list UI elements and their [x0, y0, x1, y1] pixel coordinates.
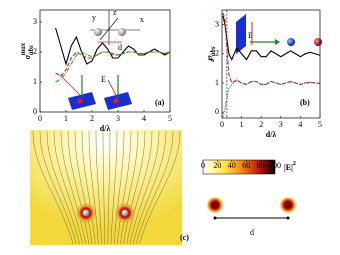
colorbar-tick-label: 40 [228, 161, 236, 170]
field-line [123, 130, 146, 245]
y-axis-label: ℘abs [205, 46, 217, 63]
colorbar-tick-label: 80 [257, 161, 265, 170]
particle [284, 201, 292, 209]
colorbar-label-text: |E| [284, 163, 293, 172]
endpoint [213, 216, 217, 220]
y-axis-label-main: ℘ [205, 55, 214, 63]
x-tick-label: 2 [259, 120, 263, 129]
field-line [117, 130, 132, 245]
panel-label: (b) [300, 98, 310, 107]
x-tick-label: 0 [220, 120, 224, 129]
data-line [222, 79, 321, 117]
annotation: E [101, 75, 106, 84]
field-line [88, 130, 99, 245]
x-tick-label: 4 [142, 114, 146, 123]
field-line [95, 130, 102, 245]
data-line [55, 51, 171, 77]
annotation: d [118, 43, 122, 52]
colorbar-label: |E|2 [284, 161, 296, 171]
x-tick-label: 0 [38, 114, 42, 123]
data-line [55, 27, 171, 66]
field-line [113, 130, 125, 245]
annotation: z [113, 8, 117, 17]
field-line [67, 130, 90, 245]
y-axis-label-main: σ [23, 54, 32, 59]
field-line [132, 130, 167, 245]
y-axis-label-sup: max [19, 42, 27, 55]
annotation: y [92, 13, 96, 22]
y-tick-label: 0 [33, 107, 37, 116]
distance-label: d [250, 228, 254, 237]
y-tick-label: 3 [215, 19, 219, 28]
field-line [46, 130, 80, 245]
colorbar-tick-label: 100 [269, 161, 281, 170]
field-line [39, 130, 77, 245]
field-line [102, 130, 105, 245]
field-line [120, 130, 139, 245]
field-line [81, 130, 96, 245]
field-line [107, 130, 111, 245]
y-axis-label-sub: abs [209, 46, 217, 56]
annotation: x [140, 15, 144, 24]
field-line [126, 130, 153, 245]
colorbar-label-sup: 2 [293, 161, 296, 167]
panel-label: (c) [180, 233, 189, 242]
field-line [135, 130, 174, 245]
x-tick-label: 3 [279, 120, 283, 129]
field-line [32, 130, 74, 245]
y-tick-label: 0 [215, 107, 219, 116]
particle [82, 209, 90, 217]
y-axis-label: σabsmax [19, 42, 35, 59]
field-line [60, 130, 86, 245]
field-line [110, 130, 118, 245]
y-tick-label: 3 [33, 17, 37, 26]
x-tick-label: 2 [90, 114, 94, 123]
inset-a [59, 10, 140, 110]
x-tick-label: 5 [168, 114, 172, 123]
colorbar [202, 159, 276, 175]
endpoint [286, 216, 290, 220]
plot-frame [221, 9, 321, 119]
annotation: E [248, 31, 253, 40]
x-tick-label: 3 [116, 114, 120, 123]
x-axis-label: d/λ [266, 130, 277, 139]
y-tick-label: 2 [33, 47, 37, 56]
y-axis-label-sub: abs [27, 45, 35, 55]
field-map [30, 130, 182, 245]
y-tick-label: 1 [33, 77, 37, 86]
colorbar-tick-label: 20 [213, 161, 221, 170]
y-tick-label: 2 [215, 49, 219, 58]
x-axis-label: d/λ [100, 124, 111, 133]
colorbar-tick-label: 0 [201, 161, 205, 170]
particle [211, 201, 219, 209]
x-tick-label: 4 [298, 120, 302, 129]
x-tick-label: 1 [64, 114, 68, 123]
colorbar-tick-label: 60 [242, 161, 250, 170]
field-line [74, 130, 93, 245]
field-line [139, 130, 181, 245]
y-tick-label: 1 [215, 78, 219, 87]
data-line [55, 51, 171, 83]
panel-label: (a) [155, 98, 165, 107]
x-tick-label: 5 [318, 120, 322, 129]
field-line [53, 130, 83, 245]
particle [121, 209, 129, 217]
x-tick-label: 1 [240, 120, 244, 129]
field-line [129, 130, 160, 245]
data-line [222, 15, 321, 61]
plot-frame [39, 9, 171, 113]
